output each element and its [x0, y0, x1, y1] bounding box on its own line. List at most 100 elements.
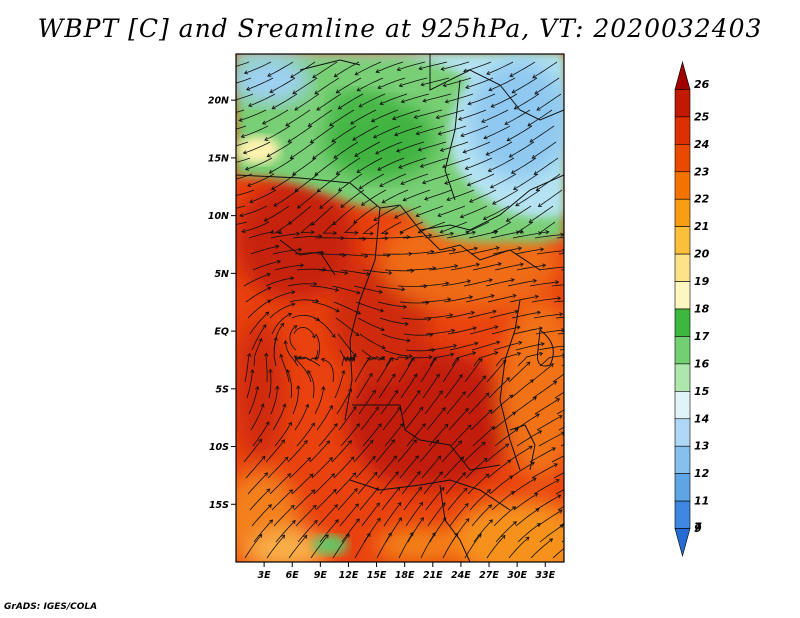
streamline — [507, 125, 533, 141]
streamline-arrow — [585, 251, 588, 255]
streamline — [440, 221, 468, 233]
streamline-arrow — [267, 504, 272, 509]
streamline-arrow — [271, 105, 276, 110]
streamline-arrow — [312, 74, 317, 79]
streamline — [486, 141, 513, 156]
streamline — [355, 456, 376, 479]
streamline — [555, 316, 564, 319]
streamline-arrow — [329, 122, 334, 127]
streamline-arrow — [260, 403, 265, 408]
streamline — [530, 363, 554, 383]
streamline — [429, 517, 447, 543]
streamline — [289, 325, 298, 351]
streamline-arrow — [505, 377, 510, 382]
streamline — [294, 252, 324, 255]
streamline — [249, 189, 277, 203]
streamline-arrow — [508, 153, 513, 158]
streamline — [273, 337, 277, 367]
streamline-arrow — [258, 438, 263, 443]
streamline — [427, 345, 457, 351]
streamline — [465, 457, 488, 479]
streamline — [403, 333, 433, 336]
streamline-arrow — [415, 131, 420, 136]
streamline-arrow — [320, 357, 326, 362]
streamline — [508, 536, 530, 559]
streamline-arrow — [518, 340, 523, 345]
streamline-arrow — [380, 327, 385, 332]
streamline — [307, 370, 315, 399]
streamline-arrow — [532, 477, 537, 482]
longitude-axis: 3E 6E 9E 12E 15E 18E 21E 24E 27E 30E 33E — [258, 562, 556, 581]
streamline-arrow — [420, 517, 424, 522]
streamline-arrow — [539, 247, 545, 252]
streamline-arrow — [510, 491, 515, 495]
streamline-arrow — [375, 69, 380, 74]
streamline — [268, 369, 272, 399]
streamline-arrow — [375, 406, 379, 411]
streamline-arrow — [290, 504, 295, 509]
streamline — [241, 125, 269, 138]
streamline — [469, 489, 491, 511]
streamline — [334, 370, 345, 399]
streamline — [318, 269, 348, 274]
streamline — [377, 77, 406, 89]
streamline-arrow — [331, 138, 336, 143]
streamline — [490, 173, 517, 188]
streamline — [509, 462, 535, 479]
streamline — [537, 509, 563, 527]
streamline-arrow — [558, 415, 563, 419]
streamline-arrow — [464, 407, 469, 413]
streamline — [249, 488, 270, 511]
streamline-arrow — [464, 503, 469, 508]
streamline — [381, 333, 410, 342]
streamline-arrow — [218, 131, 221, 135]
streamline — [483, 205, 510, 220]
streamline-arrow — [303, 440, 308, 445]
streamline-arrow — [313, 519, 318, 524]
streamline-arrow — [314, 356, 319, 361]
streamline — [339, 503, 359, 527]
streamline-arrow — [271, 186, 276, 190]
streamline — [375, 141, 403, 155]
streamline — [422, 373, 440, 399]
streamline-arrow — [393, 455, 398, 460]
streamline — [287, 283, 317, 287]
streamline-arrow — [421, 423, 426, 428]
streamline-arrow — [477, 533, 482, 538]
streamline-arrow — [290, 74, 295, 78]
streamline — [404, 406, 423, 431]
streamline — [359, 93, 386, 108]
streamline-arrow — [396, 148, 401, 153]
footer-credit: GrADS: IGES/COLA — [4, 602, 98, 612]
streamline — [420, 77, 450, 86]
streamline-arrow — [488, 504, 493, 509]
streamline-arrow — [255, 385, 260, 391]
streamline — [333, 456, 355, 479]
streamline-arrow — [414, 455, 419, 460]
streamline — [426, 249, 456, 255]
streamline — [314, 77, 340, 95]
streamline-arrow — [287, 138, 292, 143]
streamline — [331, 285, 361, 294]
streamline — [378, 373, 396, 399]
streamline-arrow — [381, 199, 386, 204]
streamline-arrow — [406, 338, 411, 343]
streamline-arrow — [578, 399, 581, 402]
streamline — [533, 479, 560, 495]
streamline — [463, 441, 486, 463]
streamline-arrow — [528, 445, 533, 450]
streamline — [516, 430, 542, 447]
streamline — [404, 251, 434, 255]
streamline — [506, 205, 532, 222]
streamline-arrow — [459, 214, 465, 219]
streamline — [560, 443, 564, 447]
streamline-arrow — [261, 455, 266, 460]
streamline — [491, 491, 515, 511]
streamline-arrow — [432, 356, 437, 361]
streamline-arrow — [369, 439, 374, 444]
streamline-arrow — [576, 464, 580, 467]
streamline-arrow — [515, 230, 520, 235]
streamline — [438, 125, 467, 135]
streamline — [241, 221, 270, 233]
streamline-arrow — [437, 213, 442, 218]
